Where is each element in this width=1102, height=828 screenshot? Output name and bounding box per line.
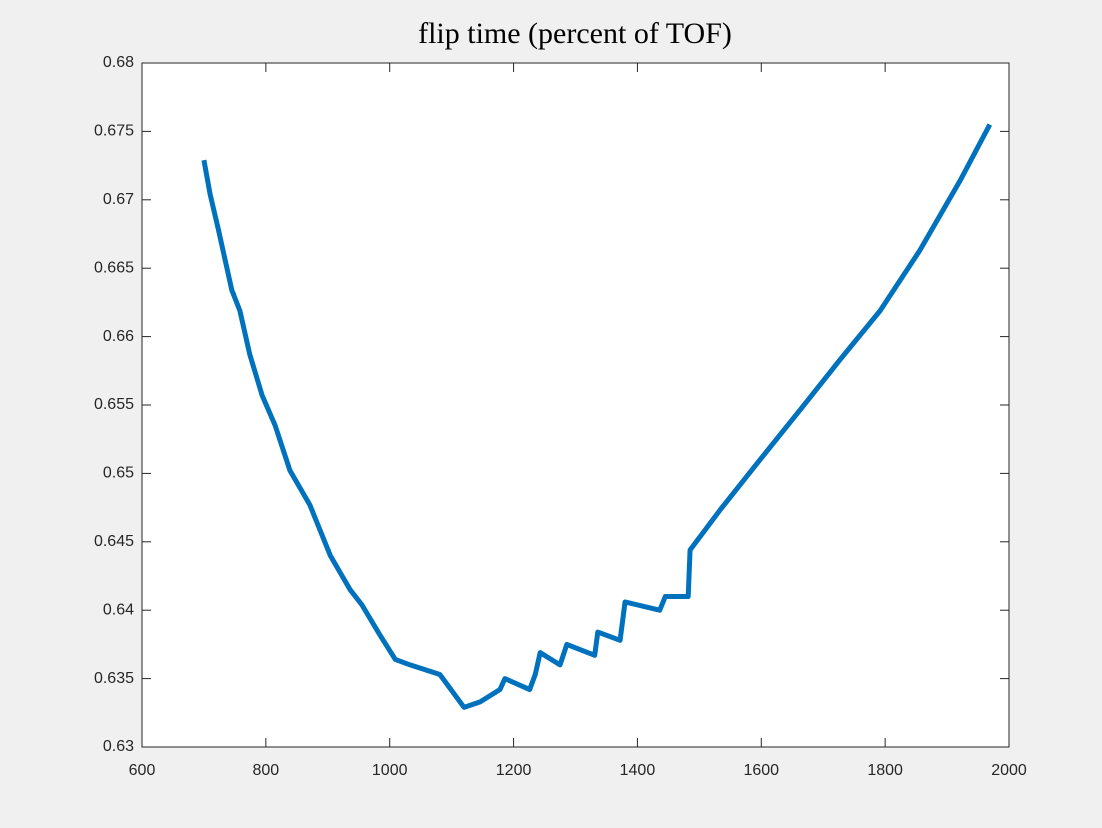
x-tick-label: 1400 bbox=[620, 762, 656, 779]
x-tick-label: 1000 bbox=[372, 762, 408, 779]
y-tick-label: 0.66 bbox=[103, 328, 134, 345]
y-tick-label: 0.67 bbox=[103, 191, 134, 208]
y-tick-label: 0.65 bbox=[103, 465, 134, 482]
x-tick-label: 800 bbox=[253, 762, 280, 779]
x-tick-label: 600 bbox=[129, 762, 156, 779]
x-tick-label: 1600 bbox=[743, 762, 779, 779]
chart-title: flip time (percent of TOF) bbox=[418, 17, 732, 50]
y-tick-label: 0.675 bbox=[94, 123, 134, 140]
x-tick-label: 1200 bbox=[496, 762, 532, 779]
y-tick-label: 0.68 bbox=[103, 54, 134, 71]
y-tick-label: 0.645 bbox=[94, 533, 134, 550]
plot-area bbox=[141, 62, 1010, 748]
y-tick-label: 0.665 bbox=[94, 259, 134, 276]
data-line bbox=[201, 123, 993, 710]
x-tick-label: 1800 bbox=[867, 762, 903, 779]
y-tick-label: 0.655 bbox=[94, 396, 134, 413]
y-tick-label: 0.64 bbox=[103, 601, 134, 618]
x-tick-label: 2000 bbox=[991, 762, 1027, 779]
y-tick-label: 0.63 bbox=[103, 738, 134, 755]
y-tick-label: 0.635 bbox=[94, 670, 134, 687]
